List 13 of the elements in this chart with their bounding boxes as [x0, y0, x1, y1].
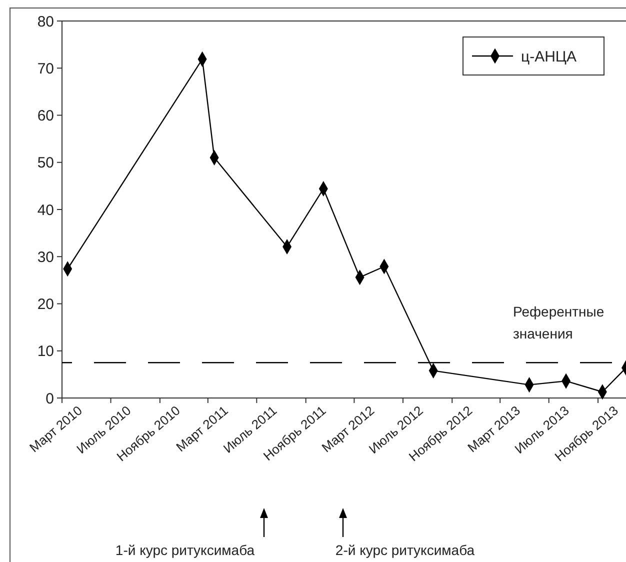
y-tick-label: 70: [37, 60, 54, 78]
y-tick-label: 60: [37, 108, 54, 124]
text: 1-й курс ритуксимаба: [115, 542, 255, 558]
legend-label: ц-АНЦА: [521, 48, 577, 66]
y-tick-label: 0: [46, 390, 54, 408]
y-tick-label: 30: [37, 248, 54, 266]
y-tick-label: 80: [37, 13, 54, 30]
y-tick-label: 10: [37, 343, 54, 360]
text: 2-й курс ритуксимаба: [335, 542, 475, 558]
y-tick-label: 40: [37, 202, 54, 219]
y-tick-label: 50: [37, 154, 54, 172]
ref-line-label: Референтные значения: [513, 304, 604, 342]
y-tick-label: 20: [37, 296, 54, 313]
